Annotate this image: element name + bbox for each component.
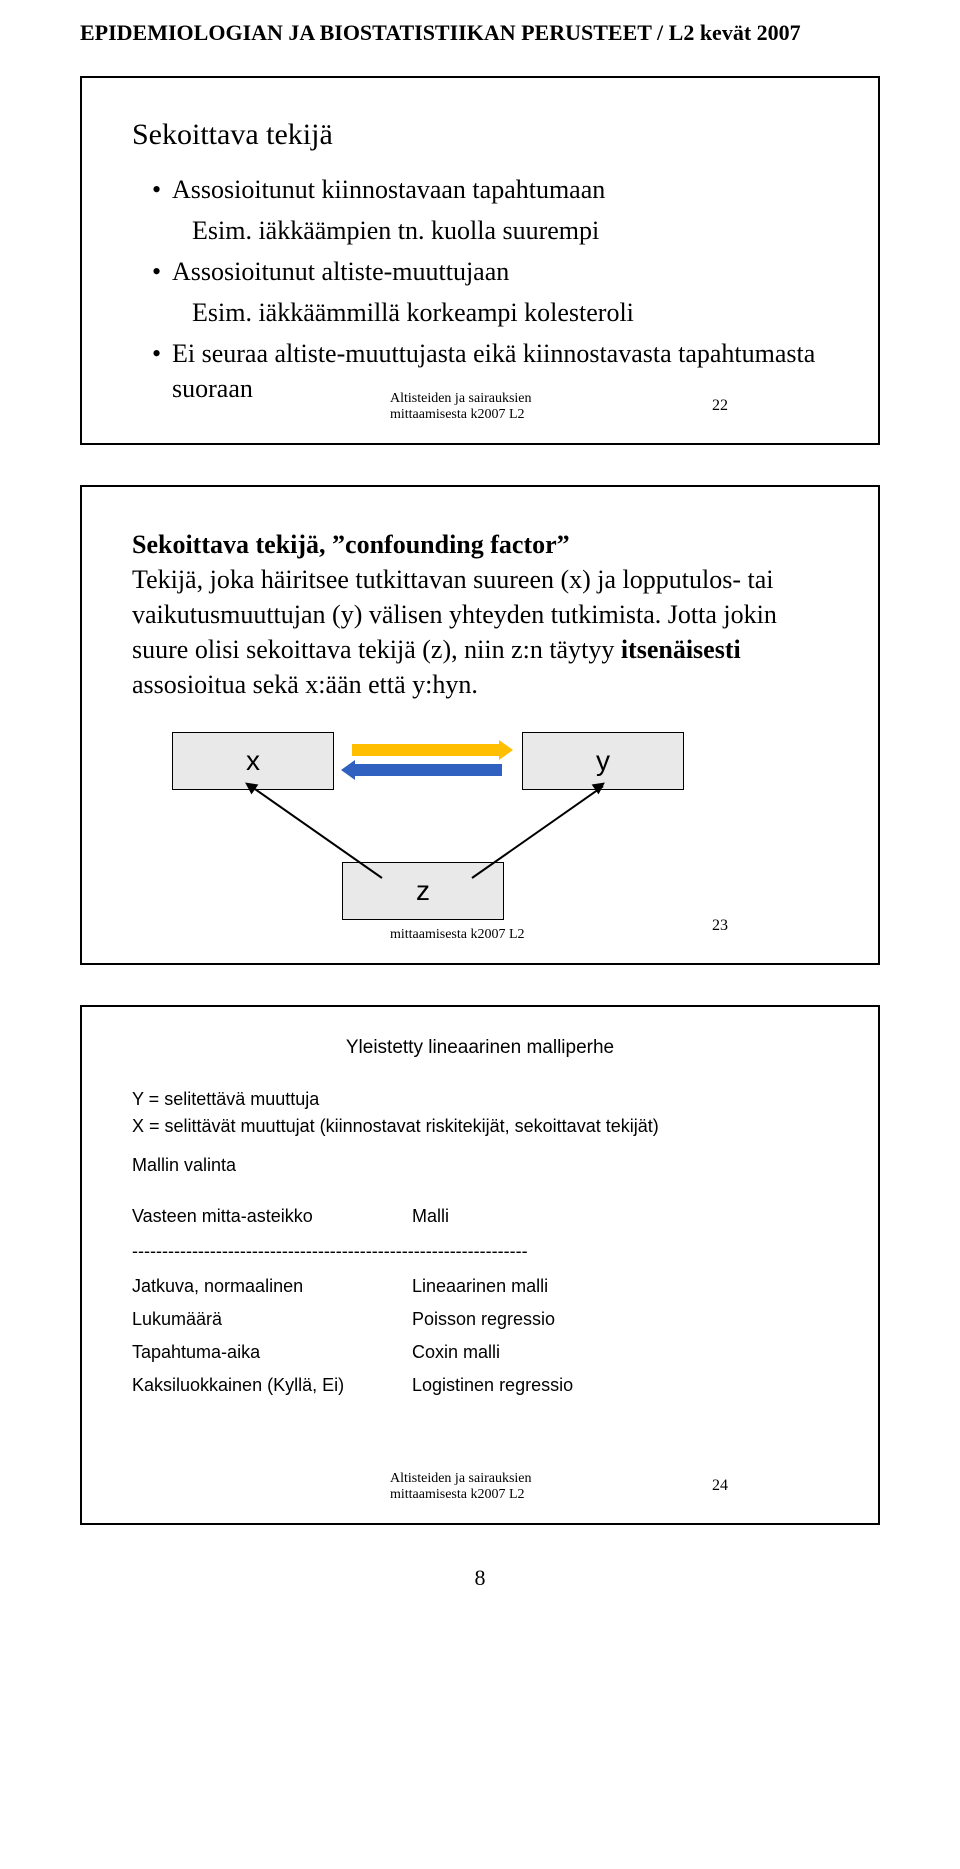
edge-zx	[250, 785, 382, 878]
page: EPIDEMIOLOGIAN JA BIOSTATISTIIKAN PERUST…	[0, 0, 960, 1631]
footer-line2: mittaamisesta k2007 L2	[390, 927, 525, 942]
table-row: Jatkuva, normaalinen Lineaarinen malli	[132, 1276, 828, 1297]
bullet-sub: Esim. iäkkäämpien tn. kuolla suurempi	[152, 213, 828, 248]
slide-malliperhe: Yleistetty lineaarinen malliperhe Y = se…	[80, 1005, 880, 1525]
cell: Logistinen regressio	[412, 1375, 828, 1396]
para-lead: Sekoittava tekijä, ”confounding factor”	[132, 530, 570, 559]
table-header: Vasteen mitta-asteikko Malli	[132, 1206, 828, 1227]
cell: Kaksiluokkainen (Kyllä, Ei)	[132, 1375, 412, 1396]
def-y: Y = selitettävä muuttuja	[132, 1089, 828, 1110]
mallin-valinta: Mallin valinta	[132, 1155, 828, 1176]
slide1-pagenum: 22	[712, 397, 728, 415]
xyz-diagram: x y z	[132, 722, 828, 922]
para-body2: assosioitua sekä x:ään että y:hyn.	[132, 670, 478, 699]
slide2-footer: mittaamisesta k2007 L2 23	[82, 911, 878, 943]
footer-line2: mittaamisesta k2007 L2	[390, 407, 525, 422]
table-row: Kaksiluokkainen (Kyllä, Ei) Logistinen r…	[132, 1375, 828, 1396]
footer-line1: Altisteiden ja sairauksien	[390, 1471, 532, 1486]
slide1-title: Sekoittava tekijä	[132, 118, 828, 152]
slide3-title: Yleistetty lineaarinen malliperhe	[132, 1037, 828, 1059]
table-row: Tapahtuma-aika Coxin malli	[132, 1342, 828, 1363]
para-bold: itsenäisesti	[621, 635, 741, 664]
th-scale: Vasteen mitta-asteikko	[132, 1206, 412, 1227]
edge-zy	[471, 785, 603, 878]
cell: Lukumäärä	[132, 1309, 412, 1330]
footer-text: Altisteiden ja sairauksien mittaamisesta…	[390, 391, 570, 423]
cell: Jatkuva, normaalinen	[132, 1276, 412, 1297]
slide1-bullets: Assosioitunut kiinnostavaan tapahtumaan …	[132, 172, 828, 407]
cell: Tapahtuma-aika	[132, 1342, 412, 1363]
cell: Coxin malli	[412, 1342, 828, 1363]
cell: Poisson regressio	[412, 1309, 828, 1330]
slide2-pagenum: 23	[712, 917, 728, 935]
footer-line2: mittaamisesta k2007 L2	[390, 1487, 525, 1502]
bullet: Assosioitunut altiste-muuttujaan	[152, 254, 828, 289]
slide-confounding-diagram: Sekoittava tekijä, ”confounding factor” …	[80, 485, 880, 965]
def-x: X = selittävät muuttujat (kiinnostavat r…	[132, 1116, 828, 1137]
slide-sekoittava-tekija: Sekoittava tekijä Assosioitunut kiinnost…	[80, 76, 880, 445]
footer-line1: Altisteiden ja sairauksien	[390, 391, 532, 406]
table-row: Lukumäärä Poisson regressio	[132, 1309, 828, 1330]
slide2-paragraph: Sekoittava tekijä, ”confounding factor” …	[132, 527, 828, 702]
slide3-pagenum: 24	[712, 1477, 728, 1495]
bullet-sub: Esim. iäkkäämmillä korkeampi kolesteroli	[152, 295, 828, 330]
arrow-xy-bottom	[342, 764, 512, 776]
page-number: 8	[80, 1565, 880, 1591]
separator: ----------------------------------------…	[132, 1241, 828, 1262]
footer-text: mittaamisesta k2007 L2	[390, 911, 570, 943]
th-model: Malli	[412, 1206, 828, 1227]
slide3-footer: Altisteiden ja sairauksien mittaamisesta…	[82, 1471, 878, 1503]
page-header: EPIDEMIOLOGIAN JA BIOSTATISTIIKAN PERUST…	[80, 20, 880, 46]
footer-text: Altisteiden ja sairauksien mittaamisesta…	[390, 1471, 570, 1503]
arrow-xy-top	[342, 744, 512, 756]
bullet: Assosioitunut kiinnostavaan tapahtumaan	[152, 172, 828, 207]
slide1-footer: Altisteiden ja sairauksien mittaamisesta…	[82, 391, 878, 423]
cell: Lineaarinen malli	[412, 1276, 828, 1297]
